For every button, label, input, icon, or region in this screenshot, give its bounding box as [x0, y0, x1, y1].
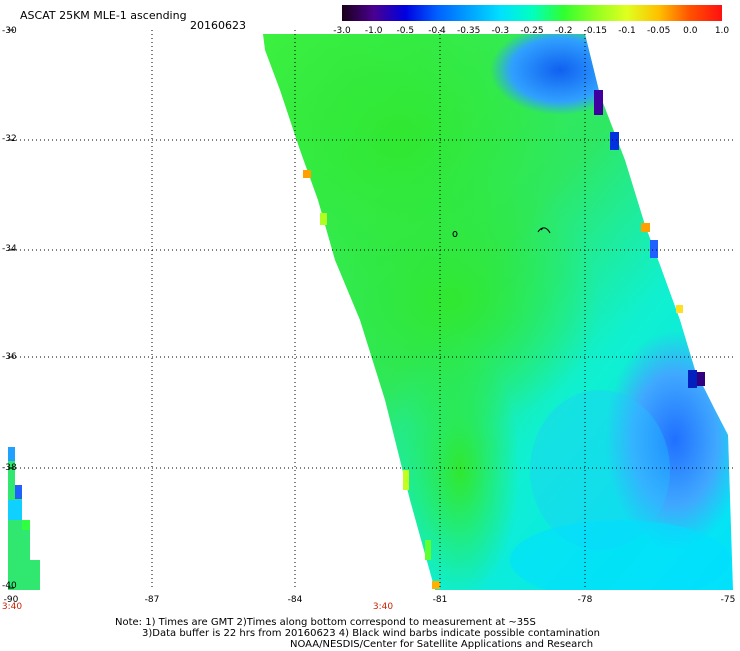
colorbar — [342, 5, 722, 21]
y-label-38: -38 — [2, 463, 17, 473]
x-label-84: -84 — [287, 595, 303, 605]
time-label-center: 3:40 — [372, 602, 394, 612]
colorbar-label: -0.3 — [491, 26, 510, 36]
colorbar-label: -0.05 — [647, 26, 671, 36]
x-label-81: -81 — [432, 595, 448, 605]
note-line-1: Note: 1) Times are GMT 2)Times along bot… — [115, 617, 536, 628]
colorbar-label: 0.0 — [683, 26, 698, 36]
note-line-3: NOAA/NESDIS/Center for Satellite Applica… — [290, 639, 594, 650]
y-label-30: -30 — [2, 26, 17, 36]
island-markers — [452, 227, 551, 237]
x-label-75: -75 — [720, 595, 736, 605]
colorbar-label: -0.35 — [457, 26, 481, 36]
colorbar-label: -0.15 — [583, 26, 607, 36]
y-label-40: -40 — [2, 581, 17, 591]
map-date: 20160623 — [190, 19, 246, 32]
y-label-36: -36 — [2, 352, 17, 362]
x-label-78: -78 — [577, 595, 593, 605]
axis-ticks — [8, 29, 14, 589]
colorbar-label: 1.0 — [714, 26, 730, 36]
x-label-90: -90 — [3, 595, 19, 605]
colorbar-label: -0.2 — [554, 26, 573, 36]
note-line-2: 3)Data buffer is 22 hrs from 20160623 4)… — [142, 628, 600, 639]
colorbar-label: -0.4 — [428, 26, 446, 36]
main-swath — [263, 34, 733, 590]
colorbar-label: -0.25 — [520, 26, 544, 36]
colorbar-label: -0.5 — [396, 26, 415, 36]
grid — [8, 30, 733, 590]
map-title: ASCAT 25KM MLE-1 ascending — [20, 9, 187, 22]
left-swath — [8, 447, 40, 590]
x-label-87: -87 — [144, 595, 160, 605]
y-label-32: -32 — [2, 134, 17, 144]
colorbar-label: -3.0 — [333, 26, 351, 36]
y-label-34: -34 — [2, 244, 17, 254]
swath-edge-pixels — [303, 90, 705, 589]
colorbar-label: -1.0 — [364, 26, 383, 36]
time-label-left: 3:40 — [1, 602, 23, 612]
colorbar-label: -0.1 — [618, 26, 636, 36]
